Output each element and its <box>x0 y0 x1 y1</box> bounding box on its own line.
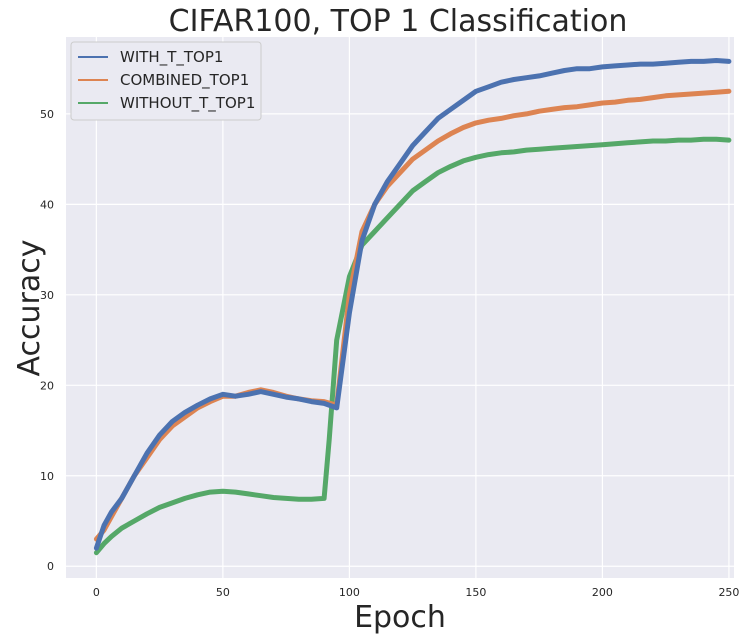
legend-box <box>70 41 262 121</box>
y-tick-label: 30 <box>40 289 54 302</box>
y-tick-label: 10 <box>40 470 54 483</box>
x-tick-labels: 0 50 100 150 200 250 <box>93 586 740 599</box>
legend-label: WITHOUT_T_TOP1 <box>120 94 255 113</box>
y-tick-label: 50 <box>40 108 54 121</box>
series-line-combined-top1 <box>93 88 732 542</box>
legend: WITH_T_TOP1 COMBINED_TOP1 WITHOUT_T_TOP1 <box>70 41 262 121</box>
plot-area <box>66 37 734 578</box>
y-axis-label: Accuracy <box>12 240 47 377</box>
y-tick-label: 20 <box>40 379 54 392</box>
x-axis-label: Epoch <box>354 600 446 635</box>
y-tick-labels: 0 10 20 30 40 50 <box>40 108 54 573</box>
x-tick-label: 200 <box>592 586 613 599</box>
legend-label: COMBINED_TOP1 <box>120 71 249 90</box>
x-tick-label: 150 <box>465 586 486 599</box>
x-tick-label: 0 <box>93 586 100 599</box>
y-tick-label: 0 <box>47 560 54 573</box>
legend-items: WITH_T_TOP1 COMBINED_TOP1 WITHOUT_T_TOP1 <box>78 48 255 113</box>
x-tick-label: 250 <box>718 586 739 599</box>
y-tick-label: 40 <box>40 198 54 211</box>
series-line-with-t-top1 <box>93 58 732 551</box>
chart-title: CIFAR100, TOP 1 Classification <box>169 4 628 39</box>
x-tick-label: 50 <box>216 586 230 599</box>
series-layer <box>93 58 732 556</box>
x-tick-label: 100 <box>339 586 360 599</box>
series-line-without-t-top1 <box>93 136 732 556</box>
legend-label: WITH_T_TOP1 <box>120 48 223 67</box>
